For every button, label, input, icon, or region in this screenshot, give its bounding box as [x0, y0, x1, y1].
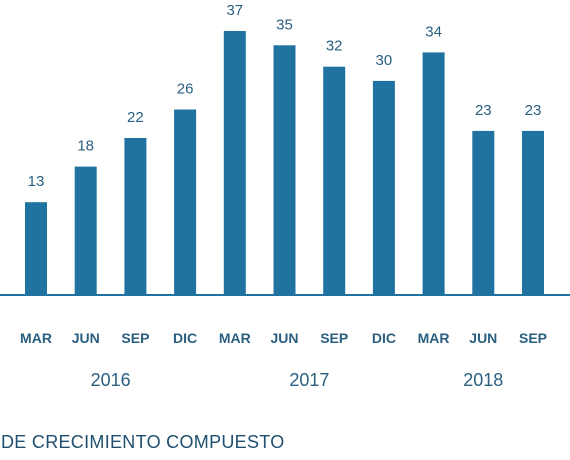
tick-label-7: SEP — [320, 330, 348, 346]
tick-label-5: MAR — [219, 330, 251, 346]
bar-5 — [223, 31, 246, 295]
bar-1 — [25, 202, 47, 295]
value-label-10: 23 — [475, 102, 492, 119]
value-label-7: 32 — [326, 38, 343, 55]
bar-10 — [472, 130, 495, 295]
bar-2 — [74, 166, 97, 295]
value-label-11: 23 — [525, 102, 542, 119]
year-label-2017: 2017 — [289, 370, 329, 390]
value-label-3: 22 — [127, 109, 144, 126]
bar-chart: 13 18 22 26 37 35 32 30 34 23 23 MAR JUN SEP DIC MAR JU… — [0, 2, 570, 390]
chart-caption: DE CRECIMIENTO COMPUESTO — [1, 432, 285, 452]
value-labels-group: 13 18 22 26 37 35 32 30 34 23 23 — [28, 2, 542, 190]
bar-7 — [323, 66, 346, 295]
bar-9 — [422, 52, 445, 296]
tick-label-3: SEP — [121, 330, 149, 346]
tick-label-4: DIC — [173, 330, 197, 346]
bar-6 — [273, 45, 296, 295]
tick-label-1: MAR — [20, 330, 52, 346]
tick-label-11: SEP — [519, 330, 547, 346]
tick-label-9: MAR — [418, 330, 450, 346]
bar-8 — [372, 80, 395, 296]
year-label-2016: 2016 — [91, 370, 131, 390]
value-label-2: 18 — [77, 138, 94, 155]
bar-11 — [522, 130, 544, 295]
value-label-9: 34 — [425, 23, 442, 40]
bars-group — [25, 31, 544, 296]
value-label-4: 26 — [177, 81, 194, 98]
year-label-2018: 2018 — [463, 370, 503, 390]
value-label-1: 13 — [28, 173, 45, 190]
bar-4 — [174, 109, 197, 295]
tick-label-2: JUN — [72, 330, 100, 346]
tick-label-8: DIC — [372, 330, 396, 346]
bar-3 — [124, 138, 147, 295]
value-label-6: 35 — [276, 16, 293, 33]
value-label-5: 37 — [226, 2, 243, 19]
tick-label-10: JUN — [469, 330, 497, 346]
tick-labels-group: MAR JUN SEP DIC MAR JUN SEP DIC MAR JUN SEP — [20, 330, 547, 346]
year-labels-group: 2016 2017 2018 — [91, 370, 504, 390]
value-label-8: 30 — [376, 52, 393, 69]
tick-label-6: JUN — [270, 330, 298, 346]
